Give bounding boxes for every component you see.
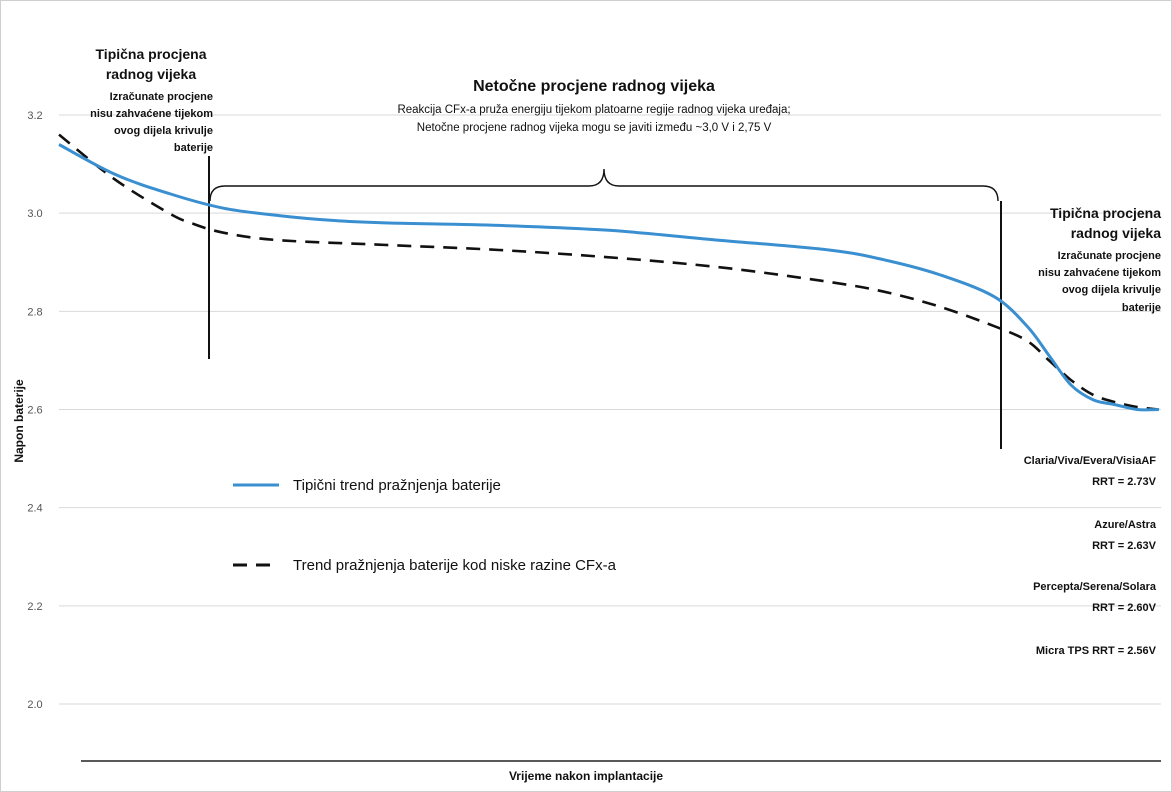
y-tick-labels: 3.2 3.0 2.8 2.6 2.4 2.2 2.0 <box>27 110 42 711</box>
y-tick-label: 2.2 <box>27 601 42 613</box>
left-annotation: Tipična procjena radnog vijeka Izračunat… <box>90 46 213 154</box>
y-tick-label: 2.0 <box>27 699 42 711</box>
rrt-claria-models: Claria/Viva/Evera/VisiaAF <box>1024 455 1157 467</box>
series-lines <box>58 133 1160 412</box>
gridlines <box>59 114 1161 705</box>
rrt-labels: Claria/Viva/Evera/VisiaAF RRT = 2.73V Az… <box>1024 455 1157 657</box>
y-tick-label: 3.2 <box>27 110 42 122</box>
y-axis-title: Napon baterije <box>12 379 26 463</box>
y-tick-label: 3.0 <box>27 208 42 220</box>
rrt-azure-models: Azure/Astra <box>1094 519 1157 531</box>
series-line-typical <box>58 143 1160 412</box>
rrt-azure-value: RRT = 2.63V <box>1092 540 1157 552</box>
left-annotation-body-2: nisu zahvaćene tijekom <box>90 108 213 120</box>
right-annotation: Tipična procjena radnog vijeka Izračunat… <box>1038 205 1161 314</box>
series-line-low-cfx <box>58 133 1160 411</box>
left-annotation-body-4: baterije <box>174 142 213 154</box>
y-tick-label: 2.8 <box>27 306 42 318</box>
rrt-claria-value: RRT = 2.73V <box>1092 476 1157 488</box>
rrt-percepta-value: RRT = 2.60V <box>1092 602 1157 614</box>
left-annotation-body-1: Izračunate procjene <box>110 91 213 103</box>
plateau-brace <box>209 168 999 202</box>
legend: Tipični trend pražnjenja baterije Trend … <box>233 477 617 574</box>
x-axis-title: Vrijeme nakon implantacije <box>509 769 663 783</box>
right-annotation-body-2: nisu zahvaćene tijekom <box>1038 267 1161 279</box>
middle-annotation-body-1: Reakcija CFx-a pruža energiju tijekom pl… <box>397 104 790 116</box>
left-annotation-heading-1: Tipična procjena <box>96 46 207 62</box>
right-annotation-heading-1: Tipična procjena <box>1050 205 1161 221</box>
middle-annotation-body-2: Netočne procjene radnog vijeka mogu se j… <box>417 122 772 134</box>
left-annotation-heading-2: radnog vijeka <box>106 66 196 82</box>
right-annotation-body-1: Izračunate procjene <box>1058 250 1161 262</box>
middle-annotation: Netočne procjene radnog vijeka Reakcija … <box>397 78 790 134</box>
left-annotation-body-3: ovog dijela krivulje <box>114 125 213 137</box>
legend-label-typical: Tipični trend pražnjenja baterije <box>293 477 501 494</box>
rrt-micra: Micra TPS RRT = 2.56V <box>1036 645 1157 657</box>
middle-annotation-heading: Netočne procjene radnog vijeka <box>473 78 715 95</box>
right-annotation-heading-2: radnog vijeka <box>1071 225 1161 241</box>
legend-label-low-cfx: Trend pražnjenja baterije kod niske razi… <box>293 557 617 574</box>
rrt-percepta-models: Percepta/Serena/Solara <box>1033 581 1157 593</box>
right-annotation-body-4: baterije <box>1122 302 1161 314</box>
right-annotation-body-3: ovog dijela krivulje <box>1062 284 1161 296</box>
y-tick-label: 2.6 <box>27 405 42 417</box>
y-tick-label: 2.4 <box>27 503 42 515</box>
